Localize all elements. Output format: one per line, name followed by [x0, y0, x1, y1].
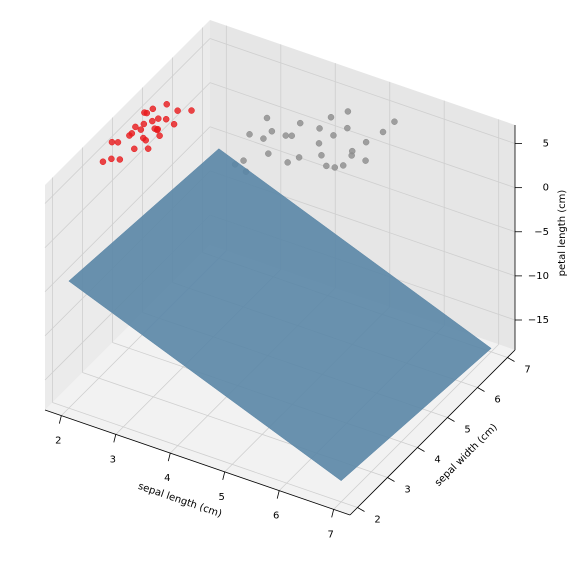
scatter-point	[265, 150, 272, 157]
scatter-point	[155, 115, 162, 122]
grid-line	[52, 402, 358, 508]
scatter-point	[344, 108, 352, 115]
y-tick-label: 2	[374, 515, 380, 526]
tick-mark	[357, 507, 365, 512]
tick-mark	[507, 357, 515, 362]
grid-line	[44, 38, 211, 204]
grid-line	[209, 126, 516, 233]
z-tick-label: 5	[543, 139, 549, 150]
scatter-point	[149, 117, 156, 125]
scatter-point	[263, 114, 271, 122]
z-tick-label: −10	[528, 271, 549, 282]
scatter-point	[140, 120, 148, 128]
z-axis-label: petal length (cm)	[557, 190, 568, 277]
grid-line	[209, 82, 516, 189]
x-tick-label: 5	[219, 492, 225, 503]
scatter-point	[318, 152, 325, 159]
scatter-point	[316, 125, 323, 132]
scatter-point	[348, 152, 355, 159]
scatter-point	[362, 157, 369, 164]
scatter-point	[116, 156, 124, 163]
scatter-point	[323, 162, 330, 170]
scatter-point	[99, 158, 107, 165]
axis-line	[44, 409, 351, 516]
y-tick-label: 7	[524, 365, 530, 376]
scatter-point	[162, 115, 170, 123]
x-tick-label: 3	[110, 454, 116, 465]
tick-mark	[58, 415, 62, 424]
scatter-point	[379, 128, 387, 136]
scatter-point	[131, 145, 138, 153]
scatter-point	[260, 135, 267, 142]
scatter-point	[108, 138, 116, 146]
tick-mark	[417, 447, 425, 452]
x-tick-label: 6	[273, 511, 279, 522]
regression-plane	[68, 148, 492, 482]
x-tick-label: 2	[55, 436, 61, 447]
tick-mark	[387, 477, 395, 482]
scatter-point	[362, 138, 370, 146]
scatter-point	[295, 154, 303, 161]
grid-line	[209, 38, 516, 144]
x-tick-label: 7	[327, 529, 333, 540]
scatter-point	[284, 159, 291, 166]
scatter-point	[156, 132, 163, 139]
tick-mark	[447, 417, 455, 422]
tick-mark	[222, 471, 226, 480]
y-tick-label: 5	[464, 425, 470, 436]
scatter-point	[391, 118, 398, 125]
scatter-point	[142, 137, 149, 144]
scatter-point	[108, 155, 115, 163]
scatter-point	[288, 132, 296, 139]
tick-mark	[331, 509, 335, 518]
y-tick-label: 3	[404, 485, 410, 496]
scatter-point	[143, 109, 151, 117]
tick-mark	[276, 490, 280, 499]
grid-line	[44, 126, 211, 293]
scatter-point	[315, 140, 323, 147]
scatter-point	[114, 139, 122, 146]
tick-mark	[477, 387, 485, 392]
scatter-point	[128, 130, 136, 137]
grid-line	[44, 82, 211, 248]
scatter-point	[339, 162, 347, 169]
scatter-point	[149, 105, 157, 113]
scatter-point	[331, 164, 339, 171]
y-tick-label: 6	[494, 395, 500, 406]
grid-line	[333, 344, 499, 510]
axis-line	[349, 349, 516, 516]
y-tick-label: 4	[434, 455, 440, 466]
scatter-point	[282, 132, 290, 139]
scatter-point	[240, 157, 247, 164]
scatter-point	[174, 107, 181, 114]
scatter-point	[268, 128, 276, 135]
scatter-point	[330, 132, 337, 139]
x-axis-label: sepal length (cm)	[136, 481, 223, 520]
scatter-point	[154, 125, 161, 133]
scatter-point	[188, 107, 195, 114]
scatter-point	[132, 123, 139, 131]
scatter-point	[163, 101, 170, 108]
scatter-point	[296, 119, 304, 127]
tick-mark	[113, 434, 117, 443]
scatter-point	[327, 113, 335, 121]
scatter-point	[144, 145, 152, 152]
scatter-point	[170, 120, 178, 128]
scatter-point	[137, 126, 145, 133]
tick-mark	[167, 453, 171, 462]
z-tick-label: −5	[534, 227, 549, 238]
z-tick-label: −15	[528, 315, 549, 326]
x-tick-label: 4	[164, 473, 170, 484]
scatter-point	[246, 131, 253, 138]
z-tick-label: 0	[543, 183, 549, 194]
scatter-point	[344, 124, 351, 132]
